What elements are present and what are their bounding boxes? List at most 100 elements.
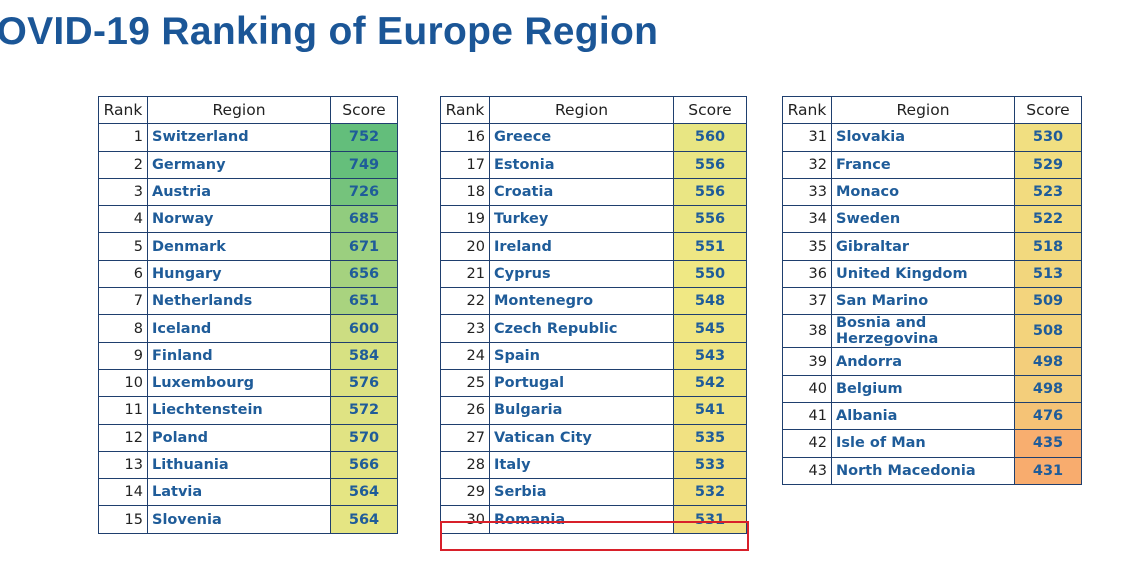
column-header: Score <box>1014 95 1082 125</box>
column-header: Rank <box>440 95 490 125</box>
rank-cell: 39 <box>782 347 832 376</box>
table-row: 43 North Macedonia 431 <box>782 456 1082 485</box>
region-cell: France <box>831 150 1015 179</box>
rank-cell: 13 <box>98 450 148 480</box>
table-row: 3 Austria 726 <box>98 177 398 207</box>
score-cell: 564 <box>330 505 398 534</box>
table-row: 28 Italy 533 <box>440 450 747 480</box>
region-cell: Spain <box>489 341 674 370</box>
table-row: 1 Switzerland 752 <box>98 123 398 152</box>
region-cell: Switzerland <box>147 123 331 152</box>
rank-cell: 2 <box>98 150 148 179</box>
score-cell: 550 <box>673 259 747 289</box>
table-row: 32 France 529 <box>782 150 1082 179</box>
column-header: Score <box>673 95 747 125</box>
region-cell: United Kingdom <box>831 259 1015 289</box>
table-row: 31 Slovakia 530 <box>782 123 1082 152</box>
score-cell: 671 <box>330 232 398 261</box>
score-cell: 542 <box>673 368 747 398</box>
table-row: 41 Albania 476 <box>782 401 1082 431</box>
column-header: Region <box>489 95 674 125</box>
rank-cell: 21 <box>440 259 490 289</box>
rank-cell: 17 <box>440 150 490 179</box>
region-cell: San Marino <box>831 287 1015 316</box>
table-row: 20 Ireland 551 <box>440 232 747 261</box>
region-cell: Gibraltar <box>831 232 1015 261</box>
rank-cell: 35 <box>782 232 832 261</box>
region-cell: Sweden <box>831 205 1015 234</box>
rank-cell: 25 <box>440 368 490 398</box>
region-cell: Italy <box>489 450 674 480</box>
score-cell: 543 <box>673 341 747 370</box>
score-cell: 560 <box>673 123 747 152</box>
rank-cell: 7 <box>98 287 148 316</box>
rank-cell: 15 <box>98 505 148 534</box>
score-cell: 431 <box>1014 456 1082 485</box>
table-row: 4 Norway 685 <box>98 205 398 234</box>
region-cell: Monaco <box>831 177 1015 207</box>
rank-cell: 3 <box>98 177 148 207</box>
table-row: 26 Bulgaria 541 <box>440 396 747 425</box>
region-cell: Croatia <box>489 177 674 207</box>
score-cell: 685 <box>330 205 398 234</box>
score-cell: 530 <box>1014 123 1082 152</box>
header-row: Rank Region Score <box>98 95 398 125</box>
score-cell: 522 <box>1014 205 1082 234</box>
score-cell: 535 <box>673 423 747 452</box>
region-cell: Slovenia <box>147 505 331 534</box>
ranking-table: Rank Region Score 1 Switzerland 752 2 Germany 74… <box>98 95 398 534</box>
score-cell: 749 <box>330 150 398 179</box>
region-cell: Austria <box>147 177 331 207</box>
rank-cell: 14 <box>98 478 148 507</box>
rank-cell: 30 <box>440 505 490 534</box>
table-row: 27 Vatican City 535 <box>440 423 747 452</box>
score-cell: 532 <box>673 478 747 507</box>
table-row: 8 Iceland 600 <box>98 314 398 343</box>
table-row: 21 Cyprus 550 <box>440 259 747 289</box>
table-row: 40 Belgium 498 <box>782 374 1082 403</box>
rank-cell: 38 <box>782 314 832 349</box>
score-cell: 529 <box>1014 150 1082 179</box>
table-row: 19 Turkey 556 <box>440 205 747 234</box>
score-cell: 572 <box>330 396 398 425</box>
rank-cell: 29 <box>440 478 490 507</box>
table-row: 37 San Marino 509 <box>782 287 1082 316</box>
score-cell: 513 <box>1014 259 1082 289</box>
table-row: 17 Estonia 556 <box>440 150 747 179</box>
table-row: 2 Germany 749 <box>98 150 398 179</box>
table-row: 33 Monaco 523 <box>782 177 1082 207</box>
region-cell: Norway <box>147 205 331 234</box>
column-header: Score <box>330 95 398 125</box>
table-row: 13 Lithuania 566 <box>98 450 398 480</box>
score-cell: 523 <box>1014 177 1082 207</box>
region-cell: Portugal <box>489 368 674 398</box>
rank-cell: 23 <box>440 314 490 343</box>
region-cell: Latvia <box>147 478 331 507</box>
region-cell: Andorra <box>831 347 1015 376</box>
rank-cell: 43 <box>782 456 832 485</box>
rank-cell: 24 <box>440 341 490 370</box>
highlight-box <box>440 521 749 551</box>
region-cell: Finland <box>147 341 331 370</box>
score-cell: 509 <box>1014 287 1082 316</box>
table-row: 36 United Kingdom 513 <box>782 259 1082 289</box>
score-cell: 584 <box>330 341 398 370</box>
rank-cell: 26 <box>440 396 490 425</box>
region-cell: Bulgaria <box>489 396 674 425</box>
rank-cell: 28 <box>440 450 490 480</box>
region-cell: Isle of Man <box>831 429 1015 458</box>
table-row: 15 Slovenia 564 <box>98 505 398 534</box>
table-row: 16 Greece 560 <box>440 123 747 152</box>
score-cell: 564 <box>330 478 398 507</box>
table-row: 30 Romania 531 <box>440 505 747 534</box>
region-cell: North Macedonia <box>831 456 1015 485</box>
column-header: Region <box>831 95 1015 125</box>
column-header: Rank <box>782 95 832 125</box>
score-cell: 498 <box>1014 347 1082 376</box>
table-row: 35 Gibraltar 518 <box>782 232 1082 261</box>
rank-cell: 37 <box>782 287 832 316</box>
table-row: 10 Luxembourg 576 <box>98 368 398 398</box>
score-cell: 531 <box>673 505 747 534</box>
region-cell: Liechtenstein <box>147 396 331 425</box>
